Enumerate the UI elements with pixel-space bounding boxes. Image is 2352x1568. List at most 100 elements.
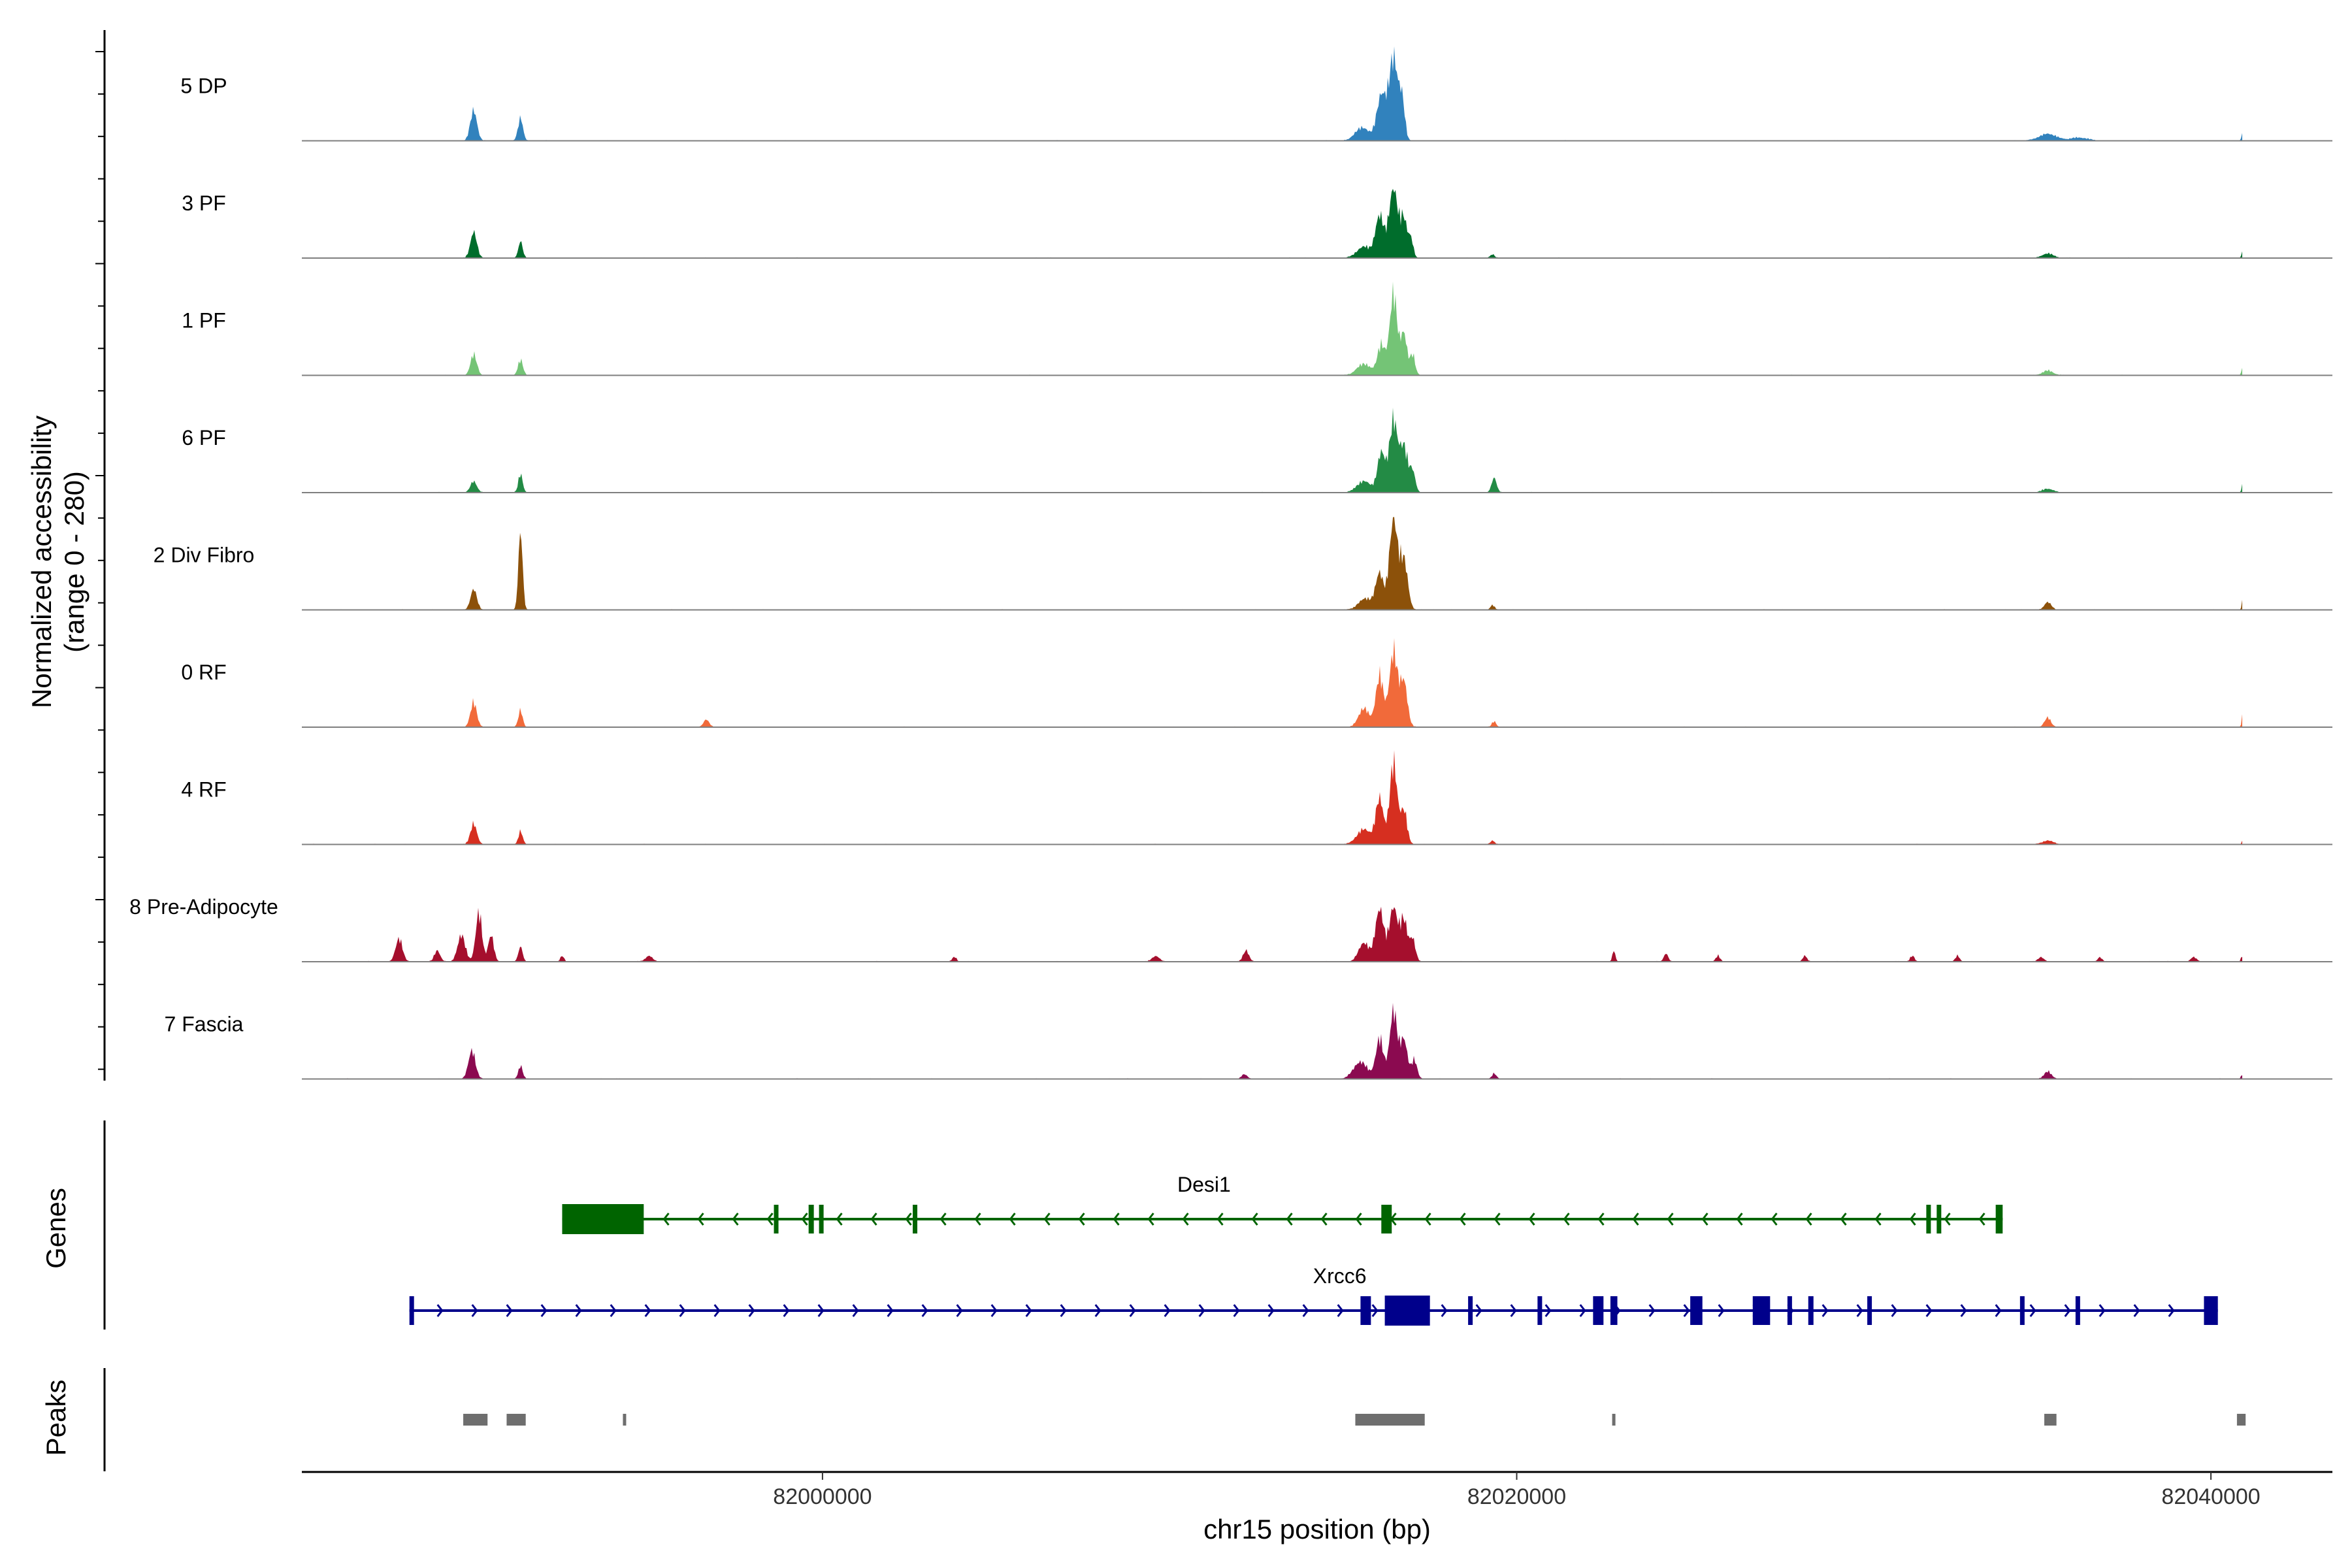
strand-arrow (732, 1213, 739, 1226)
strand-arrow (1025, 1304, 1032, 1317)
strand-arrow (887, 1304, 894, 1317)
strand-arrow (1198, 1304, 1205, 1317)
strand-arrow (1960, 1304, 1967, 1317)
strand-arrow (1528, 1213, 1535, 1226)
track-7-fascia: 7 Fascia (165, 1003, 2332, 1080)
track-6-pf: 6 PF (182, 408, 2332, 493)
strand-arrow (575, 1304, 582, 1317)
strand-arrow (1494, 1213, 1501, 1226)
gene-exon (409, 1296, 414, 1325)
track-8-pre-adipocyte: 8 Pre-Adipocyte (129, 895, 2332, 962)
genes-section-label: Genes (41, 1188, 71, 1269)
strand-arrow (1459, 1213, 1466, 1226)
strand-arrow (662, 1213, 670, 1226)
strand-arrow (1821, 1304, 1829, 1317)
strand-arrow (1648, 1304, 1656, 1317)
gene-exon (808, 1205, 814, 1233)
strand-arrow (852, 1304, 859, 1317)
strand-arrow (1009, 1213, 1016, 1226)
gene-exon (562, 1204, 644, 1234)
strand-arrow (1302, 1304, 1309, 1317)
track-4-rf: 4 RF (181, 750, 2332, 845)
strand-arrow (2064, 1304, 2071, 1317)
peak-region (1355, 1414, 1425, 1426)
peaks-section-label: Peaks (41, 1380, 71, 1456)
strand-arrow (939, 1213, 947, 1226)
strand-arrow (1233, 1304, 1240, 1317)
x-tick-label: 82020000 (1467, 1484, 1566, 1509)
strand-arrow (679, 1304, 686, 1317)
strand-arrow (1043, 1213, 1051, 1226)
peak-region (506, 1414, 526, 1426)
strand-arrow (1563, 1213, 1570, 1226)
strand-arrow (1355, 1213, 1362, 1226)
track-0-rf: 0 RF (181, 638, 2332, 728)
strand-arrow (1891, 1304, 1898, 1317)
x-axis-label: chr15 position (bp) (1203, 1514, 1431, 1544)
peaks-track (103, 1368, 2246, 1471)
gene-exon (1593, 1296, 1604, 1325)
strand-arrow (974, 1213, 981, 1226)
strand-arrow (783, 1304, 790, 1317)
strand-arrow (2099, 1304, 2106, 1317)
strand-arrow (540, 1304, 547, 1317)
gene-exon (2075, 1296, 2080, 1325)
gene-desi1: Desi1 (562, 1173, 2003, 1234)
strand-arrow (1909, 1213, 1916, 1226)
track-label: 7 Fascia (165, 1013, 244, 1036)
genes-track: Desi1 Xrcc6 (103, 1120, 2218, 1330)
gene-exon (1610, 1296, 1618, 1325)
coverage-area (302, 906, 2242, 962)
strand-arrow (1424, 1213, 1431, 1226)
gene-label: Xrcc6 (1313, 1264, 1367, 1288)
gene-exon (819, 1205, 824, 1233)
track-label: 0 RF (181, 661, 226, 684)
strand-arrow (1147, 1213, 1154, 1226)
gene-exon (1787, 1296, 1792, 1325)
strand-arrow (990, 1304, 998, 1317)
strand-arrow (1320, 1213, 1328, 1226)
strand-arrow (1874, 1213, 1882, 1226)
strand-arrow (766, 1213, 774, 1226)
strand-arrow (905, 1213, 912, 1226)
strand-arrow (1094, 1304, 1102, 1317)
gene-exon (774, 1205, 779, 1233)
strand-arrow (1856, 1304, 1863, 1317)
gene-label: Desi1 (1177, 1173, 1231, 1196)
strand-arrow (956, 1304, 963, 1317)
strand-arrow (644, 1304, 651, 1317)
strand-arrow (713, 1304, 721, 1317)
coverage-tracks: 5 DP 3 PF 1 PF 6 PF 2 Div Fibro 0 RF 4 RF 8 Pre… (95, 30, 2332, 1081)
strand-arrow (1805, 1213, 1812, 1226)
track-5-dp: 5 DP (180, 46, 2332, 142)
strand-arrow (1667, 1213, 1674, 1226)
strand-arrow (1337, 1304, 1344, 1317)
gene-exon (1867, 1296, 1872, 1325)
strand-arrow (1371, 1304, 1379, 1317)
peak-region (2044, 1414, 2057, 1426)
gene-exon (1384, 1296, 1430, 1326)
strand-arrow (436, 1304, 444, 1317)
gene-exon (913, 1205, 918, 1233)
strand-arrow (1544, 1304, 1552, 1317)
strand-arrow (1944, 1213, 1951, 1226)
strand-arrow (1995, 1304, 2002, 1317)
strand-arrow (1267, 1304, 1275, 1317)
track-3-pf: 3 PF (182, 189, 2332, 259)
strand-arrow (1475, 1304, 1482, 1317)
strand-arrow (1736, 1213, 1743, 1226)
strand-arrow (610, 1304, 617, 1317)
strand-arrow (506, 1304, 513, 1317)
track-label: 8 Pre-Adipocyte (129, 895, 278, 919)
track-label: 6 PF (182, 426, 226, 449)
gene-exon (2204, 1296, 2218, 1325)
strand-arrow (1925, 1304, 1933, 1317)
peak-region (623, 1414, 627, 1426)
strand-arrow (1164, 1304, 1171, 1317)
strand-arrow (2168, 1304, 2175, 1317)
track-1-pf: 1 PF (182, 282, 2332, 376)
gene-xrcc6: Xrcc6 (409, 1264, 2218, 1326)
strand-arrow (1182, 1213, 1189, 1226)
